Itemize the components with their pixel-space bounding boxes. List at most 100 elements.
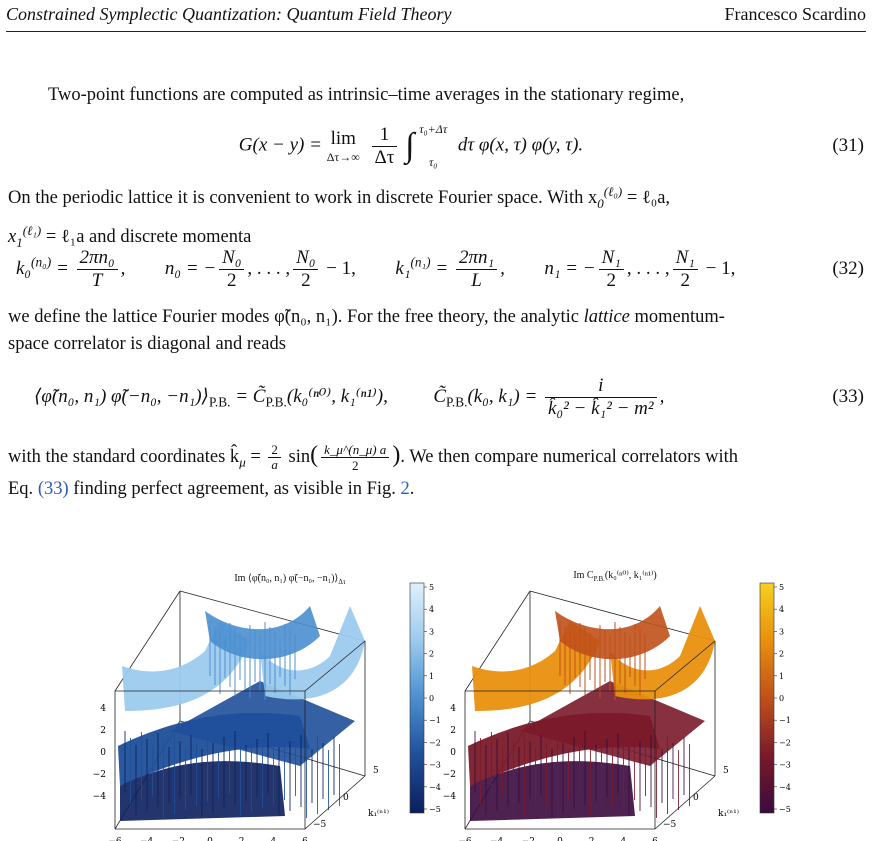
eq33-lhs: ⟨φ̃(n₀, n₁) φ̃(−n₀, −n₁)⟩: [34, 385, 209, 407]
left-colorbar-tick: −1: [429, 716, 441, 725]
right-z-tick: 4: [450, 704, 456, 714]
right-x-tick: 6: [652, 837, 658, 841]
eq32-n1-end: − 1,: [700, 257, 736, 279]
fig-right-title-text: Im C: [573, 570, 594, 581]
left-x-tick: 6: [302, 837, 308, 841]
left-surface-plot: 420−2−4−6−4−20246−505k₀⁽ⁿ⁰⁾k₁⁽ⁿ¹⁾543210−…: [93, 582, 441, 841]
left-z-tick: −4: [93, 792, 107, 802]
eq32-k0-den: T: [91, 269, 103, 291]
eq32-n0-a: n₀ = −: [164, 257, 217, 279]
eq32-k1: k₁: [395, 257, 411, 279]
left-colorbar-tick: −4: [429, 783, 441, 792]
eq31-int-upper: τ₀+Δτ: [419, 122, 448, 136]
eq32-n1-a: n₁ = −: [544, 257, 596, 279]
right-colorbar-tick: 3: [779, 627, 784, 636]
left-y-tick: 0: [343, 793, 349, 803]
para4-text-a: with the standard coordinates k̂: [8, 447, 240, 467]
para5-text-c: .: [409, 479, 415, 499]
left-colorbar-tick: 5: [429, 583, 434, 592]
eq31-integrand: dτ φ(x, τ) φ(y, τ).: [457, 134, 584, 156]
right-colorbar-tick: −1: [779, 716, 791, 725]
right-x-tick: 2: [589, 837, 595, 841]
left-colorbar: [409, 582, 425, 814]
paragraph-5: Eq. (33) finding perfect agreement, as v…: [8, 476, 864, 503]
eq33-rhs-args: (k₀, k₁) =: [467, 385, 543, 407]
eq31-lim-sub: Δτ→∞: [326, 149, 360, 164]
fig-right-title: Im CP.B.(k₀⁽ⁿ⁰⁾, k₁⁽ⁿ¹⁾): [505, 570, 725, 583]
eq31-frac-den: Δτ: [374, 146, 395, 168]
header-rule: [6, 31, 866, 32]
left-colorbar-tick: 2: [429, 650, 434, 659]
right-colorbar-tick: 2: [779, 650, 784, 659]
eq33-rhs-end: ,: [659, 385, 665, 407]
para3-text-b: momentum-: [629, 307, 725, 327]
left-y-tick: −5: [313, 820, 327, 830]
eq32-k0: k₀: [16, 257, 32, 279]
fig-right-title-args: (k₀⁽ⁿ⁰⁾, k₁⁽ⁿ¹⁾): [604, 570, 657, 581]
eq32-number: (32): [832, 258, 864, 279]
eq33-rhs-name: C̃: [433, 385, 447, 407]
eq31-frac-num: 1: [371, 124, 398, 147]
left-colorbar-tick: 4: [429, 605, 434, 614]
equation-31: G(x − y) = lim Δτ→∞ 1 Δτ ∫ τ₀+Δτ τ₀ dτ φ…: [238, 122, 864, 169]
eq33-rhs-num: i: [545, 375, 657, 398]
eq32-k1-den: L: [471, 269, 482, 291]
right-y-tick: 0: [693, 793, 699, 803]
eq32-n0-end: − 1,: [321, 257, 356, 279]
eq32-n0-den: 2: [227, 269, 237, 291]
left-x-tick: −6: [108, 837, 122, 841]
eq32-n0-num: N₀: [219, 247, 245, 270]
eq32-k1-num: 2πn₁: [455, 247, 498, 270]
equation-33: ⟨φ̃(n₀, n₁) φ̃(−n₀, −n₁)⟩P.B. = C̃P.B.(k…: [8, 366, 864, 428]
fig-right-title-sub: P.B.: [593, 575, 605, 583]
para4-frac-den: a: [271, 457, 278, 473]
eq33-lhs-sub: P.B.: [208, 394, 231, 410]
para4-text-b: =: [245, 447, 266, 467]
left-z-tick: 2: [100, 726, 106, 736]
para4-text-d: . We then compare numerical correlators …: [400, 447, 739, 467]
left-colorbar-tick: −2: [429, 738, 441, 747]
eq33-mid-args: (k₀⁽ⁿ⁰⁾, k₁⁽ⁿ¹⁾),: [286, 385, 388, 407]
right-surface-plot: 420−2−4−6−4−20246−505k₀⁽ⁿ⁰⁾k₁⁽ⁿ¹⁾543210−…: [443, 582, 791, 841]
eq31-lhs: G(x − y) =: [238, 134, 327, 156]
left-z-tick: −2: [93, 770, 106, 780]
right-x-tick: −2: [522, 837, 535, 841]
eq32-k0-sup: (n₀): [31, 254, 52, 270]
equation-32: k₀(n₀) = 2πn₀ T, n₀ = − N₀ 2, . . . , N₀ 2 − …: [16, 246, 864, 291]
eq33-mid: = C̃: [230, 385, 266, 407]
eq32-n1-num: N₁: [598, 247, 624, 270]
fig-left-title: Im ⟨φ̃(n₀, n₁) φ̃(−n₀, −n₁)⟩Δτ: [150, 573, 430, 586]
eq31-int-lower: τ₀: [428, 155, 438, 169]
left-colorbar-tick: 3: [429, 627, 434, 636]
left-y-label: k₁⁽ⁿ¹⁾: [368, 808, 389, 819]
left-colorbar-tick: −3: [429, 761, 441, 770]
right-y-tick: −5: [663, 820, 677, 830]
right-colorbar: [759, 582, 775, 814]
eq33-mid-sub: P.B.: [265, 394, 287, 410]
paragraph-1: Two-point functions are computed as intr…: [48, 85, 685, 105]
figure-2: 420−2−4−6−4−20246−505k₀⁽ⁿ⁰⁾k₁⁽ⁿ¹⁾543210−…: [93, 582, 791, 841]
eq32-k1-sup: (n₁): [410, 254, 431, 270]
right-x-tick: 0: [557, 837, 563, 841]
right-x-tick: 4: [620, 837, 626, 841]
para4-sin-num: k_μ^(n_μ) a: [321, 442, 390, 459]
left-x-tick: −2: [172, 837, 185, 841]
eq32-n1-den: 2: [606, 269, 616, 291]
eq33-reference-link[interactable]: (33): [37, 479, 69, 499]
para4-sin-den: 2: [351, 458, 359, 474]
fig2-reference-link[interactable]: 2: [400, 479, 410, 499]
paragraph-3: we define the lattice Fourier modes φ̃(n…: [8, 304, 864, 358]
right-colorbar-tick: −3: [779, 761, 791, 770]
eq33-rhs-den: k̂₀² − k̂₁² − m²: [548, 397, 654, 419]
para2-text-c: = ℓ₁a and discrete momenta: [41, 227, 252, 247]
para3-text-a: we define the lattice Fourier modes φ̃(n…: [8, 307, 584, 327]
right-colorbar-tick: 5: [779, 583, 784, 592]
right-colorbar-tick: 4: [779, 605, 784, 614]
left-colorbar-tick: 0: [429, 694, 434, 703]
left-colorbar-tick: −5: [429, 805, 441, 814]
left-x-tick: 4: [270, 837, 276, 841]
eq31-lim: lim: [330, 127, 356, 149]
left-z-tick: 0: [100, 748, 106, 758]
para3-text-c: space correlator is diagonal and reads: [8, 334, 286, 354]
